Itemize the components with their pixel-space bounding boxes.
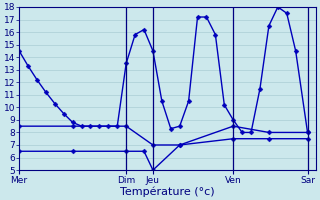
X-axis label: Température (°c): Température (°c) xyxy=(121,186,215,197)
